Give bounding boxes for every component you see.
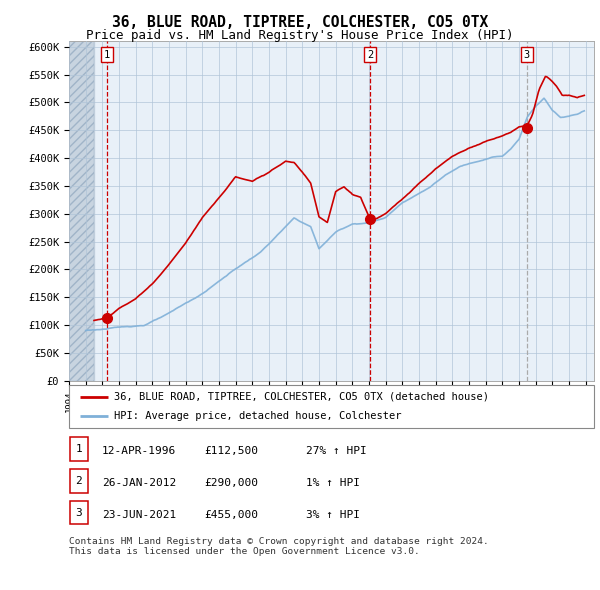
- Text: 36, BLUE ROAD, TIPTREE, COLCHESTER, CO5 0TX (detached house): 36, BLUE ROAD, TIPTREE, COLCHESTER, CO5 …: [113, 392, 488, 402]
- Text: 1: 1: [104, 50, 110, 60]
- Text: 27% ↑ HPI: 27% ↑ HPI: [306, 446, 367, 456]
- FancyBboxPatch shape: [70, 437, 88, 461]
- Text: 3: 3: [76, 507, 82, 517]
- Text: £455,000: £455,000: [204, 510, 258, 520]
- Text: 26-JAN-2012: 26-JAN-2012: [102, 478, 176, 488]
- Text: £112,500: £112,500: [204, 446, 258, 456]
- Text: Price paid vs. HM Land Registry's House Price Index (HPI): Price paid vs. HM Land Registry's House …: [86, 30, 514, 42]
- Text: 3: 3: [524, 50, 530, 60]
- Text: 12-APR-1996: 12-APR-1996: [102, 446, 176, 456]
- Text: HPI: Average price, detached house, Colchester: HPI: Average price, detached house, Colc…: [113, 411, 401, 421]
- Text: 2: 2: [367, 50, 373, 60]
- Text: 23-JUN-2021: 23-JUN-2021: [102, 510, 176, 520]
- FancyBboxPatch shape: [70, 501, 88, 525]
- Text: 36, BLUE ROAD, TIPTREE, COLCHESTER, CO5 0TX: 36, BLUE ROAD, TIPTREE, COLCHESTER, CO5 …: [112, 15, 488, 30]
- Text: 3% ↑ HPI: 3% ↑ HPI: [306, 510, 360, 520]
- Text: 2: 2: [76, 476, 82, 486]
- FancyBboxPatch shape: [69, 385, 594, 428]
- Text: 1: 1: [76, 444, 82, 454]
- FancyBboxPatch shape: [70, 469, 88, 493]
- Text: 1% ↑ HPI: 1% ↑ HPI: [306, 478, 360, 488]
- Text: £290,000: £290,000: [204, 478, 258, 488]
- Bar: [69, 41, 94, 381]
- Text: Contains HM Land Registry data © Crown copyright and database right 2024.
This d: Contains HM Land Registry data © Crown c…: [69, 537, 489, 556]
